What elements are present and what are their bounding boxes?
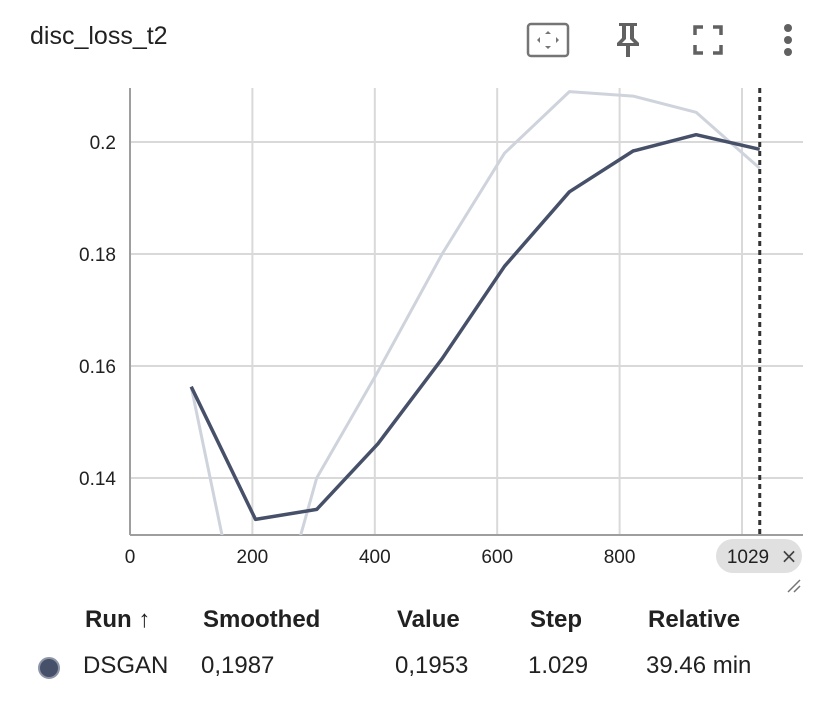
y-tick-label: 0.2 — [90, 133, 116, 154]
relative-time: 39.46 min — [646, 652, 752, 679]
more-vert-icon[interactable] — [766, 18, 810, 62]
hover-cursor: 1029 × — [716, 88, 802, 573]
x-tick-label: 200 — [237, 547, 269, 568]
header-value: Value — [397, 606, 460, 633]
hover-step-label: 1029 — [727, 547, 769, 568]
x-tick-label: 800 — [604, 547, 636, 568]
smoothed-series-line — [189, 132, 761, 522]
smoothed-value: 0,1987 — [201, 652, 275, 679]
step-value: 1.029 — [528, 652, 589, 679]
header-run[interactable]: Run ↑ — [85, 606, 151, 633]
run-name: DSGAN — [83, 652, 169, 679]
table-row[interactable]: DSGAN 0,1987 0,1953 1.029 39.46 min — [30, 644, 810, 690]
hover-badge — [716, 539, 802, 573]
header-smoothed: Smoothed — [203, 606, 321, 633]
y-tick-label: 0.18 — [79, 245, 116, 266]
pin-icon[interactable] — [606, 18, 650, 62]
run-table: Run ↑ Smoothed Value Step Relative DSGAN… — [30, 598, 810, 690]
x-tick-label: 400 — [359, 547, 391, 568]
x-tick-label: 600 — [481, 547, 513, 568]
header-relative: Relative — [648, 606, 741, 633]
y-tick-label: 0.16 — [79, 357, 116, 378]
series — [189, 90, 761, 535]
x-tick-label: 0 — [125, 547, 136, 568]
close-icon[interactable]: × — [781, 544, 798, 568]
fullscreen-icon[interactable] — [686, 18, 730, 62]
table-header: Run ↑ Smoothed Value Step Relative — [30, 598, 810, 644]
raw-series-line — [189, 90, 761, 535]
header-step: Step — [530, 606, 583, 633]
resize-handle-icon[interactable] — [787, 579, 801, 593]
axes: 0 200 400 600 800 0.14 0.16 0.18 0.2 — [79, 88, 803, 568]
raw-value: 0,1953 — [395, 652, 469, 679]
chart-title: disc_loss_t2 — [30, 22, 168, 50]
y-tick-label: 0.14 — [79, 469, 116, 490]
fit-domain-icon[interactable] — [526, 18, 570, 62]
line-chart[interactable]: 0 200 400 600 800 0.14 0.16 0.18 0.2 1029 × — [0, 80, 832, 598]
run-color-swatch — [38, 657, 60, 679]
